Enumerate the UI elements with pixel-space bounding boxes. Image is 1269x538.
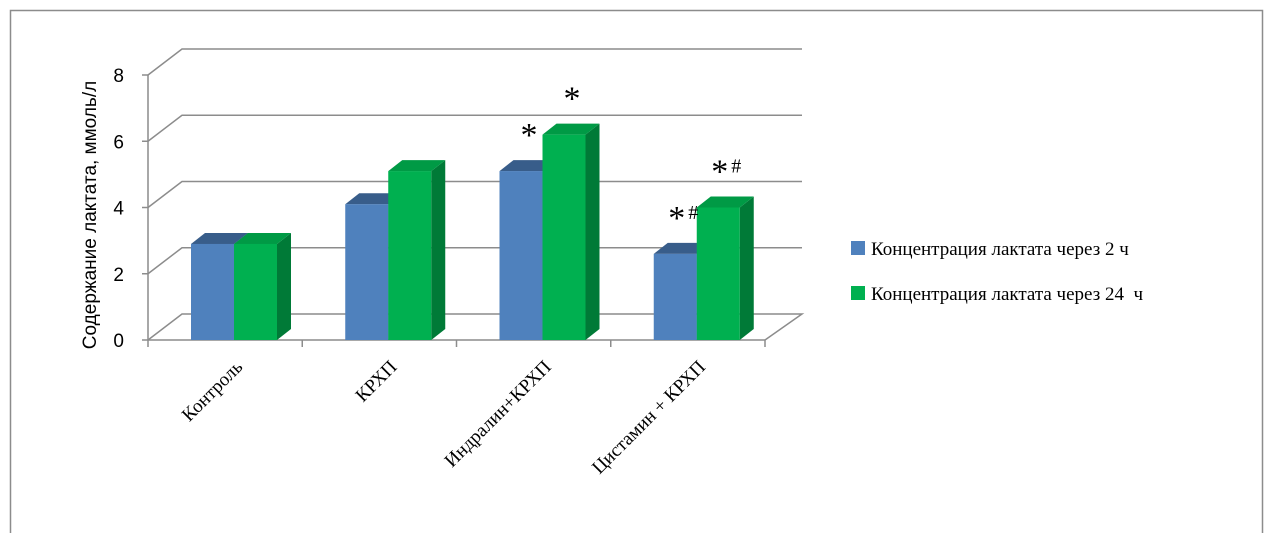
gridline	[147, 48, 802, 76]
bar	[234, 232, 291, 340]
y-tick-label: 4	[113, 199, 124, 220]
legend: Концентрация лактата через 2 ч Концентрац…	[851, 239, 1143, 305]
chart-border	[9, 9, 1264, 533]
significance-annotation: *	[564, 81, 581, 118]
y-tick-label: 2	[113, 265, 124, 286]
gridline	[147, 313, 805, 341]
bar	[388, 160, 446, 340]
y-tick-label: 8	[113, 66, 124, 87]
annotations: * * * # * #	[521, 81, 742, 237]
category-label: Контроль	[178, 356, 247, 425]
bars	[191, 123, 754, 340]
bar	[696, 196, 754, 340]
y-axis-label: Содержание лактата, ммоль/л	[80, 81, 101, 349]
gridline	[147, 114, 802, 142]
legend-entry: Концентрация лактата через 2 ч	[851, 239, 1129, 260]
y-tick-label: 0	[113, 331, 124, 352]
legend-swatch	[851, 241, 865, 255]
legend-label: Концентрация лактата через 24 ч	[871, 284, 1143, 305]
significance-annotation: * #	[668, 200, 698, 237]
significance-annotation: * #	[711, 154, 741, 191]
legend-label: Концентрация лактата через 2 ч	[871, 239, 1129, 260]
category-label: Цистамин + КРХП	[588, 356, 710, 478]
y-tick-label: 6	[113, 132, 124, 153]
bar	[542, 123, 600, 340]
legend-swatch	[851, 286, 865, 300]
legend-entry: Концентрация лактата через 24 ч	[851, 284, 1143, 305]
category-label: КРХП	[352, 356, 402, 406]
category-label: Индралин+КРХП	[441, 356, 556, 471]
significance-annotation: *	[521, 117, 538, 154]
